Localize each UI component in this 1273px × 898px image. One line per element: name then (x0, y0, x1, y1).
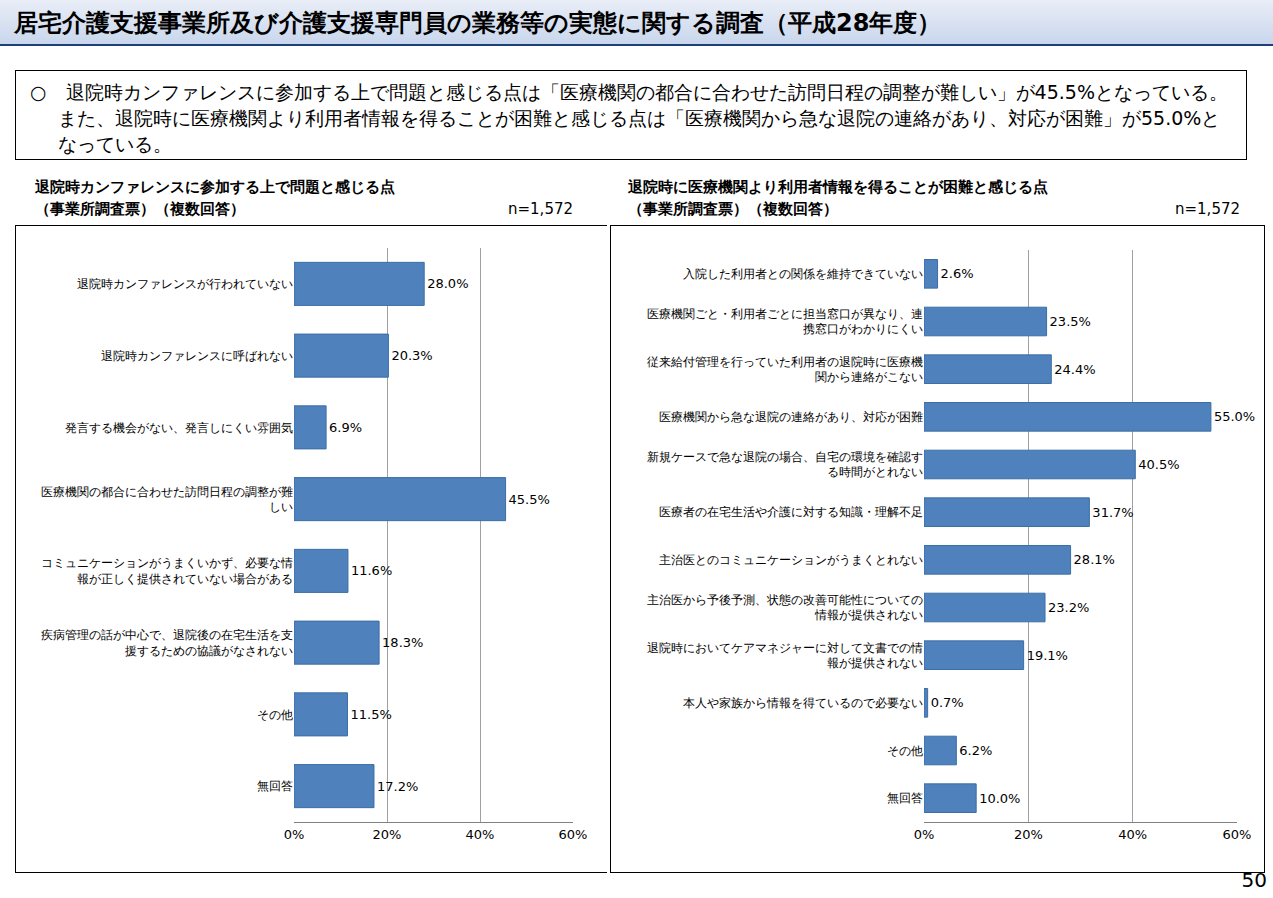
svg-text:無回答: 無回答 (887, 791, 923, 805)
svg-text:医療者の在宅生活や介護に対する知識・理解不足: 医療者の在宅生活や介護に対する知識・理解不足 (659, 505, 923, 519)
svg-text:退院時カンファレンスが行われていない: 退院時カンファレンスが行われていない (77, 277, 293, 291)
svg-text:20%: 20% (373, 827, 402, 842)
svg-text:40.5%: 40.5% (1138, 457, 1179, 472)
html-text:退院時に医療機関より利用者情報を得ることが困難と感じる点: 退院時に医療機関より利用者情報を得ることが困難と感じる点 (628, 178, 1048, 196)
svg-text:その他: その他 (887, 744, 923, 758)
svg-text:17.2%: 17.2% (377, 779, 418, 794)
svg-text:45.5%: 45.5% (509, 492, 550, 507)
svg-text:0%: 0% (284, 827, 305, 842)
svg-text:23.2%: 23.2% (1048, 600, 1089, 615)
html-text:50: 50 (1241, 868, 1267, 892)
svg-text:従来給付管理を行っていた利用者の退院時に医療機関から連絡がこ: 従来給付管理を行っていた利用者の退院時に医療機関から連絡がこない (647, 355, 923, 385)
svg-text:医療機関ごと・利用者ごとに担当窓口が異なり、連携窓口がわかり: 医療機関ごと・利用者ごとに担当窓口が異なり、連携窓口がわかりにくい (647, 307, 923, 337)
svg-text:入院した利用者との関係を維持できていない: 入院した利用者との関係を維持できていない (683, 267, 923, 281)
svg-text:疾病管理の話が中心で、退院後の在宅生活を支援するための協議が: 疾病管理の話が中心で、退院後の在宅生活を支援するための協議がなされない (41, 628, 293, 658)
svg-text:19.1%: 19.1% (1027, 648, 1068, 663)
svg-text:31.7%: 31.7% (1092, 505, 1133, 520)
svg-text:6.9%: 6.9% (329, 420, 362, 435)
svg-text:40%: 40% (466, 827, 495, 842)
svg-text:55.0%: 55.0% (1214, 409, 1255, 424)
svg-text:0%: 0% (914, 827, 935, 842)
svg-text:23.5%: 23.5% (1050, 314, 1091, 329)
html-text:（事業所調査票）（複数回答）: （事業所調査票）（複数回答） (35, 200, 245, 218)
svg-text:医療機関から急な退院の連絡があり、対応が困難: 医療機関から急な退院の連絡があり、対応が困難 (659, 410, 923, 424)
svg-text:新規ケースで急な退院の場合、自宅の環境を確認する時間がとれな: 新規ケースで急な退院の場合、自宅の環境を確認する時間がとれない (647, 450, 923, 480)
svg-text:退院時カンファレンスに呼ばれない: 退院時カンファレンスに呼ばれない (101, 349, 293, 363)
svg-text:60%: 60% (1223, 827, 1252, 842)
svg-text:60%: 60% (559, 827, 588, 842)
html-text:n=1,572: n=1,572 (1175, 200, 1240, 218)
svg-text:発言する機会がない、発言しにくい雰囲気: 発言する機会がない、発言しにくい雰囲気 (65, 421, 293, 435)
html-text:n=1,572: n=1,572 (508, 200, 573, 218)
html-text:退院時カンファレンスに参加する上で問題と感じる点: 退院時カンファレンスに参加する上で問題と感じる点 (35, 178, 395, 196)
svg-text:主治医から予後予測、状態の改善可能性についての情報が提供され: 主治医から予後予測、状態の改善可能性についての情報が提供されない (647, 593, 923, 623)
svg-text:10.0%: 10.0% (979, 791, 1020, 806)
html-text:○ 退院時カンファレンスに参加する上で問題と感じる点は「医療: ○ 退院時カンファレンスに参加する上で問題と感じる点は「医療機関の都合に合わせた… (30, 81, 1228, 155)
svg-text:無回答: 無回答 (257, 779, 293, 793)
svg-text:0.7%: 0.7% (931, 695, 964, 710)
html-text:居宅介護支援事業所及び介護支援専門員の業務等の実態に関する調: 居宅介護支援事業所及び介護支援専門員の業務等の実態に関する調査（平成28年度） (14, 9, 942, 37)
svg-text:退院時においてケアマネジャーに対して文書での情報が提供されな: 退院時においてケアマネジャーに対して文書での情報が提供されない (647, 641, 923, 671)
svg-text:28.0%: 28.0% (427, 276, 468, 291)
svg-text:28.1%: 28.1% (1074, 552, 1115, 567)
svg-text:コミュニケーションがうまくいかず、必要な情報が正しく提供され: コミュニケーションがうまくいかず、必要な情報が正しく提供されていない場合がある (41, 556, 293, 586)
svg-text:20%: 20% (1014, 827, 1043, 842)
svg-text:40%: 40% (1118, 827, 1147, 842)
svg-text:主治医とのコミュニケーションがうまくとれない: 主治医とのコミュニケーションがうまくとれない (659, 553, 923, 567)
svg-text:24.4%: 24.4% (1054, 362, 1095, 377)
svg-text:11.6%: 11.6% (351, 563, 392, 578)
svg-text:本人や家族から情報を得ているので必要ない: 本人や家族から情報を得ているので必要ない (683, 696, 923, 710)
svg-text:6.2%: 6.2% (959, 743, 992, 758)
svg-text:20.3%: 20.3% (391, 348, 432, 363)
svg-text:その他: その他 (257, 708, 293, 722)
svg-text:18.3%: 18.3% (382, 635, 423, 650)
svg-text:11.5%: 11.5% (350, 707, 391, 722)
svg-text:医療機関の都合に合わせた訪問日程の調整が難しい: 医療機関の都合に合わせた訪問日程の調整が難しい (41, 485, 293, 515)
svg-text:2.6%: 2.6% (941, 266, 974, 281)
html-text:（事業所調査票）（複数回答）: （事業所調査票）（複数回答） (628, 200, 838, 218)
